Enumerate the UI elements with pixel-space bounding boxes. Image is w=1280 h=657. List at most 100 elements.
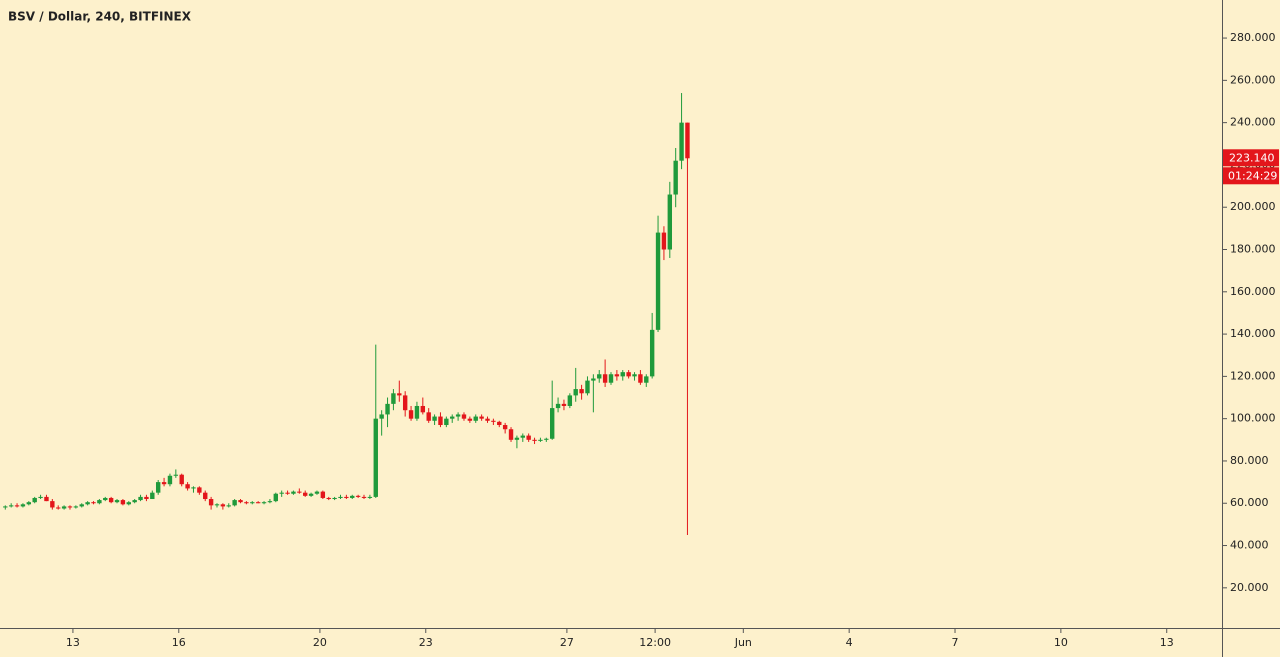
- countdown-label: 01:24:29: [1228, 169, 1277, 182]
- candle-body: [250, 502, 255, 504]
- candle-body: [297, 491, 302, 493]
- candle-body: [567, 395, 573, 406]
- y-tick-label: 20.000: [1230, 581, 1269, 594]
- candle-body: [220, 504, 226, 507]
- candle-body: [620, 372, 625, 377]
- last-price-box: [1223, 149, 1279, 167]
- candle-body: [79, 504, 84, 507]
- candle-body: [426, 412, 431, 421]
- candle-body: [208, 499, 214, 506]
- candle-body: [303, 492, 308, 496]
- candle-body: [161, 482, 167, 485]
- candle-body: [120, 500, 126, 505]
- candle-body: [273, 493, 279, 502]
- candle-body: [502, 425, 508, 430]
- candle-body: [632, 374, 637, 377]
- candle-body: [32, 497, 37, 503]
- y-tick-label: 280.000: [1230, 31, 1276, 44]
- candle-body: [473, 416, 478, 421]
- candle-body: [491, 420, 496, 422]
- candle-body: [108, 497, 114, 503]
- candle-body: [402, 395, 408, 411]
- candle-body: [38, 496, 43, 498]
- y-tick-label: 200.000: [1230, 200, 1276, 213]
- x-tick-label: 20: [313, 636, 327, 649]
- candle-body: [685, 122, 690, 159]
- candle-body: [373, 418, 378, 497]
- candle-body: [526, 435, 531, 440]
- candle-body: [508, 429, 514, 440]
- x-tick-label: 4: [846, 636, 853, 649]
- candle-body: [408, 410, 414, 419]
- candle-body: [150, 492, 155, 500]
- candle-body: [626, 372, 631, 377]
- x-tick-label: 23: [419, 636, 433, 649]
- candle-body: [114, 500, 120, 503]
- y-tick-label: 260.000: [1230, 73, 1276, 86]
- candle-body: [644, 376, 649, 383]
- candle-body: [549, 408, 555, 439]
- candle-body: [91, 502, 96, 504]
- candle-body: [367, 496, 373, 498]
- candle-body: [532, 439, 537, 441]
- x-tick-label: 13: [1160, 636, 1174, 649]
- candle-body: [673, 160, 678, 195]
- candle-body: [191, 487, 196, 489]
- y-tick-label: 40.000: [1230, 539, 1269, 552]
- y-tick-label: 60.000: [1230, 496, 1269, 509]
- candle-body: [450, 416, 455, 419]
- candle-body: [173, 474, 179, 476]
- candle-body: [44, 496, 49, 502]
- candle-body: [132, 500, 137, 503]
- candle-body: [50, 501, 55, 508]
- y-tick-label: 120.000: [1230, 369, 1276, 382]
- candle-body: [655, 232, 661, 330]
- candle-body: [291, 491, 296, 494]
- y-tick-label: 160.000: [1230, 285, 1276, 298]
- candle-body: [8, 505, 14, 507]
- candle-body: [226, 505, 231, 507]
- y-tick-label: 140.000: [1230, 327, 1276, 340]
- y-tick-label: 80.000: [1230, 454, 1269, 467]
- candle-body: [232, 500, 237, 506]
- x-tick-label: 7: [952, 636, 959, 649]
- candle-body: [338, 496, 343, 498]
- x-tick-label: 27: [560, 636, 574, 649]
- candle-body: [638, 374, 643, 383]
- candle-body: [244, 502, 249, 504]
- candle-body: [344, 496, 349, 498]
- candle-body: [85, 502, 90, 505]
- candle-body: [285, 492, 290, 494]
- candle-body: [314, 491, 320, 494]
- candle-body: [261, 502, 267, 504]
- candle-body: [391, 393, 396, 404]
- candle-body: [555, 403, 561, 409]
- candle-body: [649, 329, 655, 377]
- candle-body: [167, 475, 173, 485]
- candle-body: [56, 507, 61, 509]
- candle-body: [73, 506, 79, 508]
- x-tick-label: 12:00: [639, 636, 671, 649]
- candle-body: [538, 439, 543, 441]
- candle-body: [255, 502, 261, 504]
- candle-body: [667, 194, 673, 250]
- candle-body: [497, 421, 502, 426]
- x-tick-label: 10: [1054, 636, 1068, 649]
- candle-body: [432, 416, 437, 421]
- candle-body: [520, 435, 525, 438]
- candle-body: [597, 374, 602, 379]
- candle-body: [661, 232, 667, 250]
- candle-body: [679, 122, 684, 161]
- y-tick-label: 180.000: [1230, 243, 1276, 256]
- candle-body: [144, 496, 149, 500]
- candle-body: [61, 506, 67, 509]
- candle-body: [14, 505, 20, 507]
- chart-title: BSV / Dollar, 240, BITFINEX: [8, 10, 192, 24]
- y-tick-label: 240.000: [1230, 116, 1276, 129]
- candle-body: [355, 495, 361, 497]
- candle-body: [514, 437, 520, 440]
- countdown-box: [1223, 167, 1279, 185]
- candle-body: [614, 374, 620, 377]
- candle-body: [97, 500, 102, 504]
- candle-body: [179, 474, 184, 485]
